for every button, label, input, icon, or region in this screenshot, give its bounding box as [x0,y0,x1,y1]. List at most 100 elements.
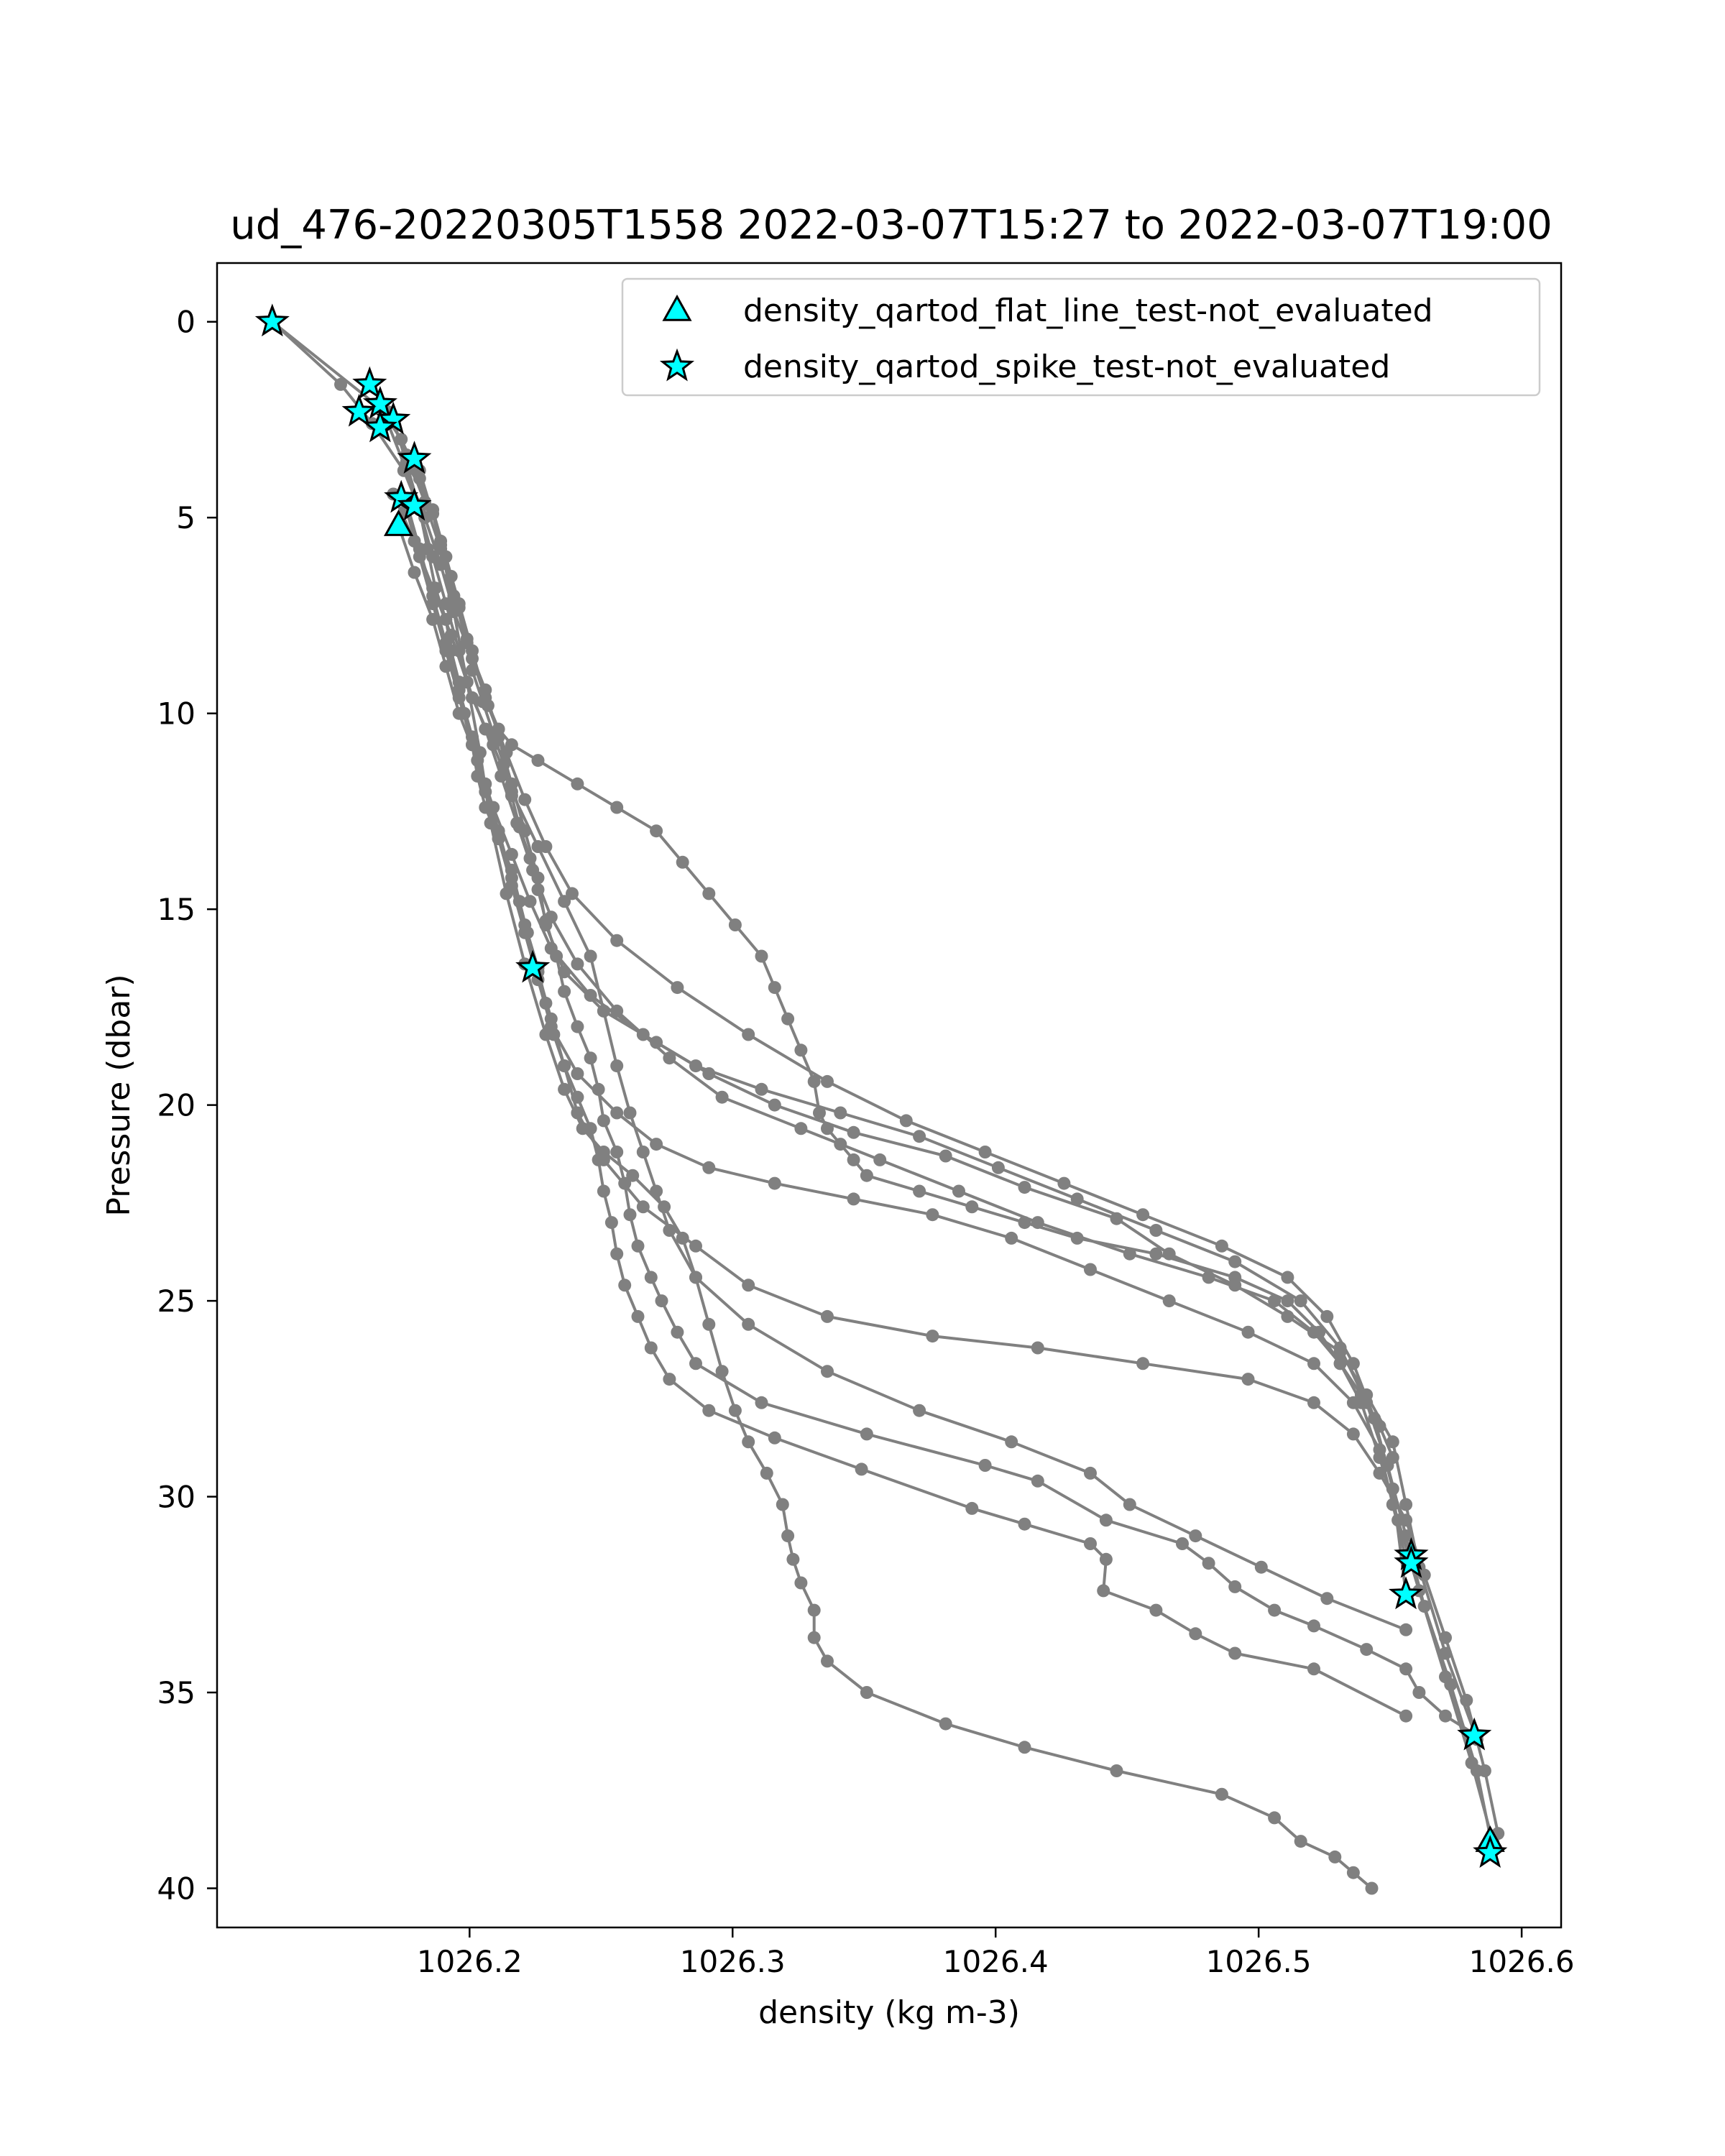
profile-point [1241,1325,1255,1339]
star-marker [254,303,290,337]
profile-point [484,816,497,830]
profile-point [413,550,426,563]
profile-point [1281,1271,1294,1284]
profile-point [1354,1388,1368,1401]
profile-point [847,1153,860,1166]
profile-point [1228,1646,1242,1660]
profile-point [663,1051,676,1065]
profile-point [702,1161,716,1174]
profile-point [1110,1764,1123,1777]
profile-point [1373,1466,1386,1480]
profile-point [1294,1294,1307,1308]
y-tick-label: 5 [176,500,196,535]
profile-point [531,754,545,768]
profile-point [626,1169,640,1182]
profile-point [1228,1255,1242,1268]
x-tick-label: 1026.6 [1469,1944,1575,1979]
profile-point [636,1200,650,1214]
profile-point [1386,1435,1399,1449]
profile-point [466,738,479,752]
profile-point [655,1294,668,1308]
profile-point [452,691,466,704]
profile-point [1189,1627,1202,1641]
profile-point [676,1231,689,1245]
star-marker [397,487,432,521]
profile-point [610,1059,624,1073]
x-tick-label: 1026.4 [943,1944,1049,1979]
profile-point [636,1028,650,1041]
profile-point [571,777,584,791]
profile-point [1018,1741,1031,1754]
y-tick-label: 30 [157,1480,196,1515]
profile-point [610,801,624,814]
chart-title: ud_476-20220305T1558 2022-03-07T15:27 to… [230,202,1552,249]
profile-point [847,1192,860,1206]
profile-point [636,1146,650,1158]
profile-point [558,985,571,998]
profile-point [452,597,466,611]
profile-point [755,949,768,963]
y-axis-label: Pressure (dbar) [101,974,137,1216]
profile-point [671,981,684,995]
profile-point [728,1404,742,1417]
profile-10 [413,464,1379,1895]
legend-label: density_qartod_flat_line_test-not_evalua… [743,292,1433,329]
profile-point [768,1176,781,1190]
profile-point [597,1004,610,1018]
profile-point [1031,1341,1044,1355]
profile-point [610,1247,624,1261]
profile-point [768,1098,781,1112]
plot-frame [216,262,1563,1929]
profile-point [426,550,440,563]
profile-point [1399,1662,1413,1676]
profile-point [610,934,624,947]
profile-point [1346,1866,1360,1879]
star-marker [515,949,551,983]
profile-point [786,1552,800,1566]
star-marker [1389,1576,1424,1610]
profile-point [650,1138,663,1151]
profile-point [460,676,474,689]
profile-point [926,1330,939,1343]
profile-point [1268,1603,1282,1617]
profile-point [473,746,487,760]
profile-point [426,503,440,517]
profile-point [1346,1427,1360,1441]
profile-point [755,1082,768,1096]
profile-point [899,1114,913,1128]
legend-triangle-icon [662,294,692,321]
profile-point [663,1373,676,1386]
profile-point [1123,1498,1136,1511]
profile-point [1333,1341,1347,1355]
profile-point [860,1427,873,1441]
profile-point [518,793,532,806]
legend: density_qartod_flat_line_test-not_evalua… [621,277,1541,397]
profile-point [510,816,524,830]
x-axis-ticks: 1026.2 1026.3 1026.4 1026.5 1026.6 [417,1927,1575,1979]
profile-point [847,1125,860,1139]
profile-point [479,691,492,704]
profile-point [1070,1192,1084,1206]
profile-11 [400,456,1399,1465]
profile-point [1018,1517,1031,1531]
profile-point [1241,1373,1255,1386]
profile-point [939,1149,952,1163]
profile-point [702,1404,716,1417]
profile-point [1294,1835,1307,1848]
profile-line [387,423,1408,1595]
star-marker [341,393,377,427]
profile-point [1417,1568,1431,1582]
star-marker [1473,1835,1508,1868]
y-tick-label: 40 [157,1871,196,1907]
profile-point [487,738,500,752]
profile-point [1307,1357,1320,1370]
profile-point [926,1208,939,1222]
profile-point [1439,1631,1452,1644]
profile-point [1099,1552,1113,1566]
profile-point [742,1317,755,1331]
profile-point [821,1309,834,1323]
profile-point [821,1365,834,1378]
profile-point [439,644,453,658]
profile-point [1346,1396,1360,1409]
